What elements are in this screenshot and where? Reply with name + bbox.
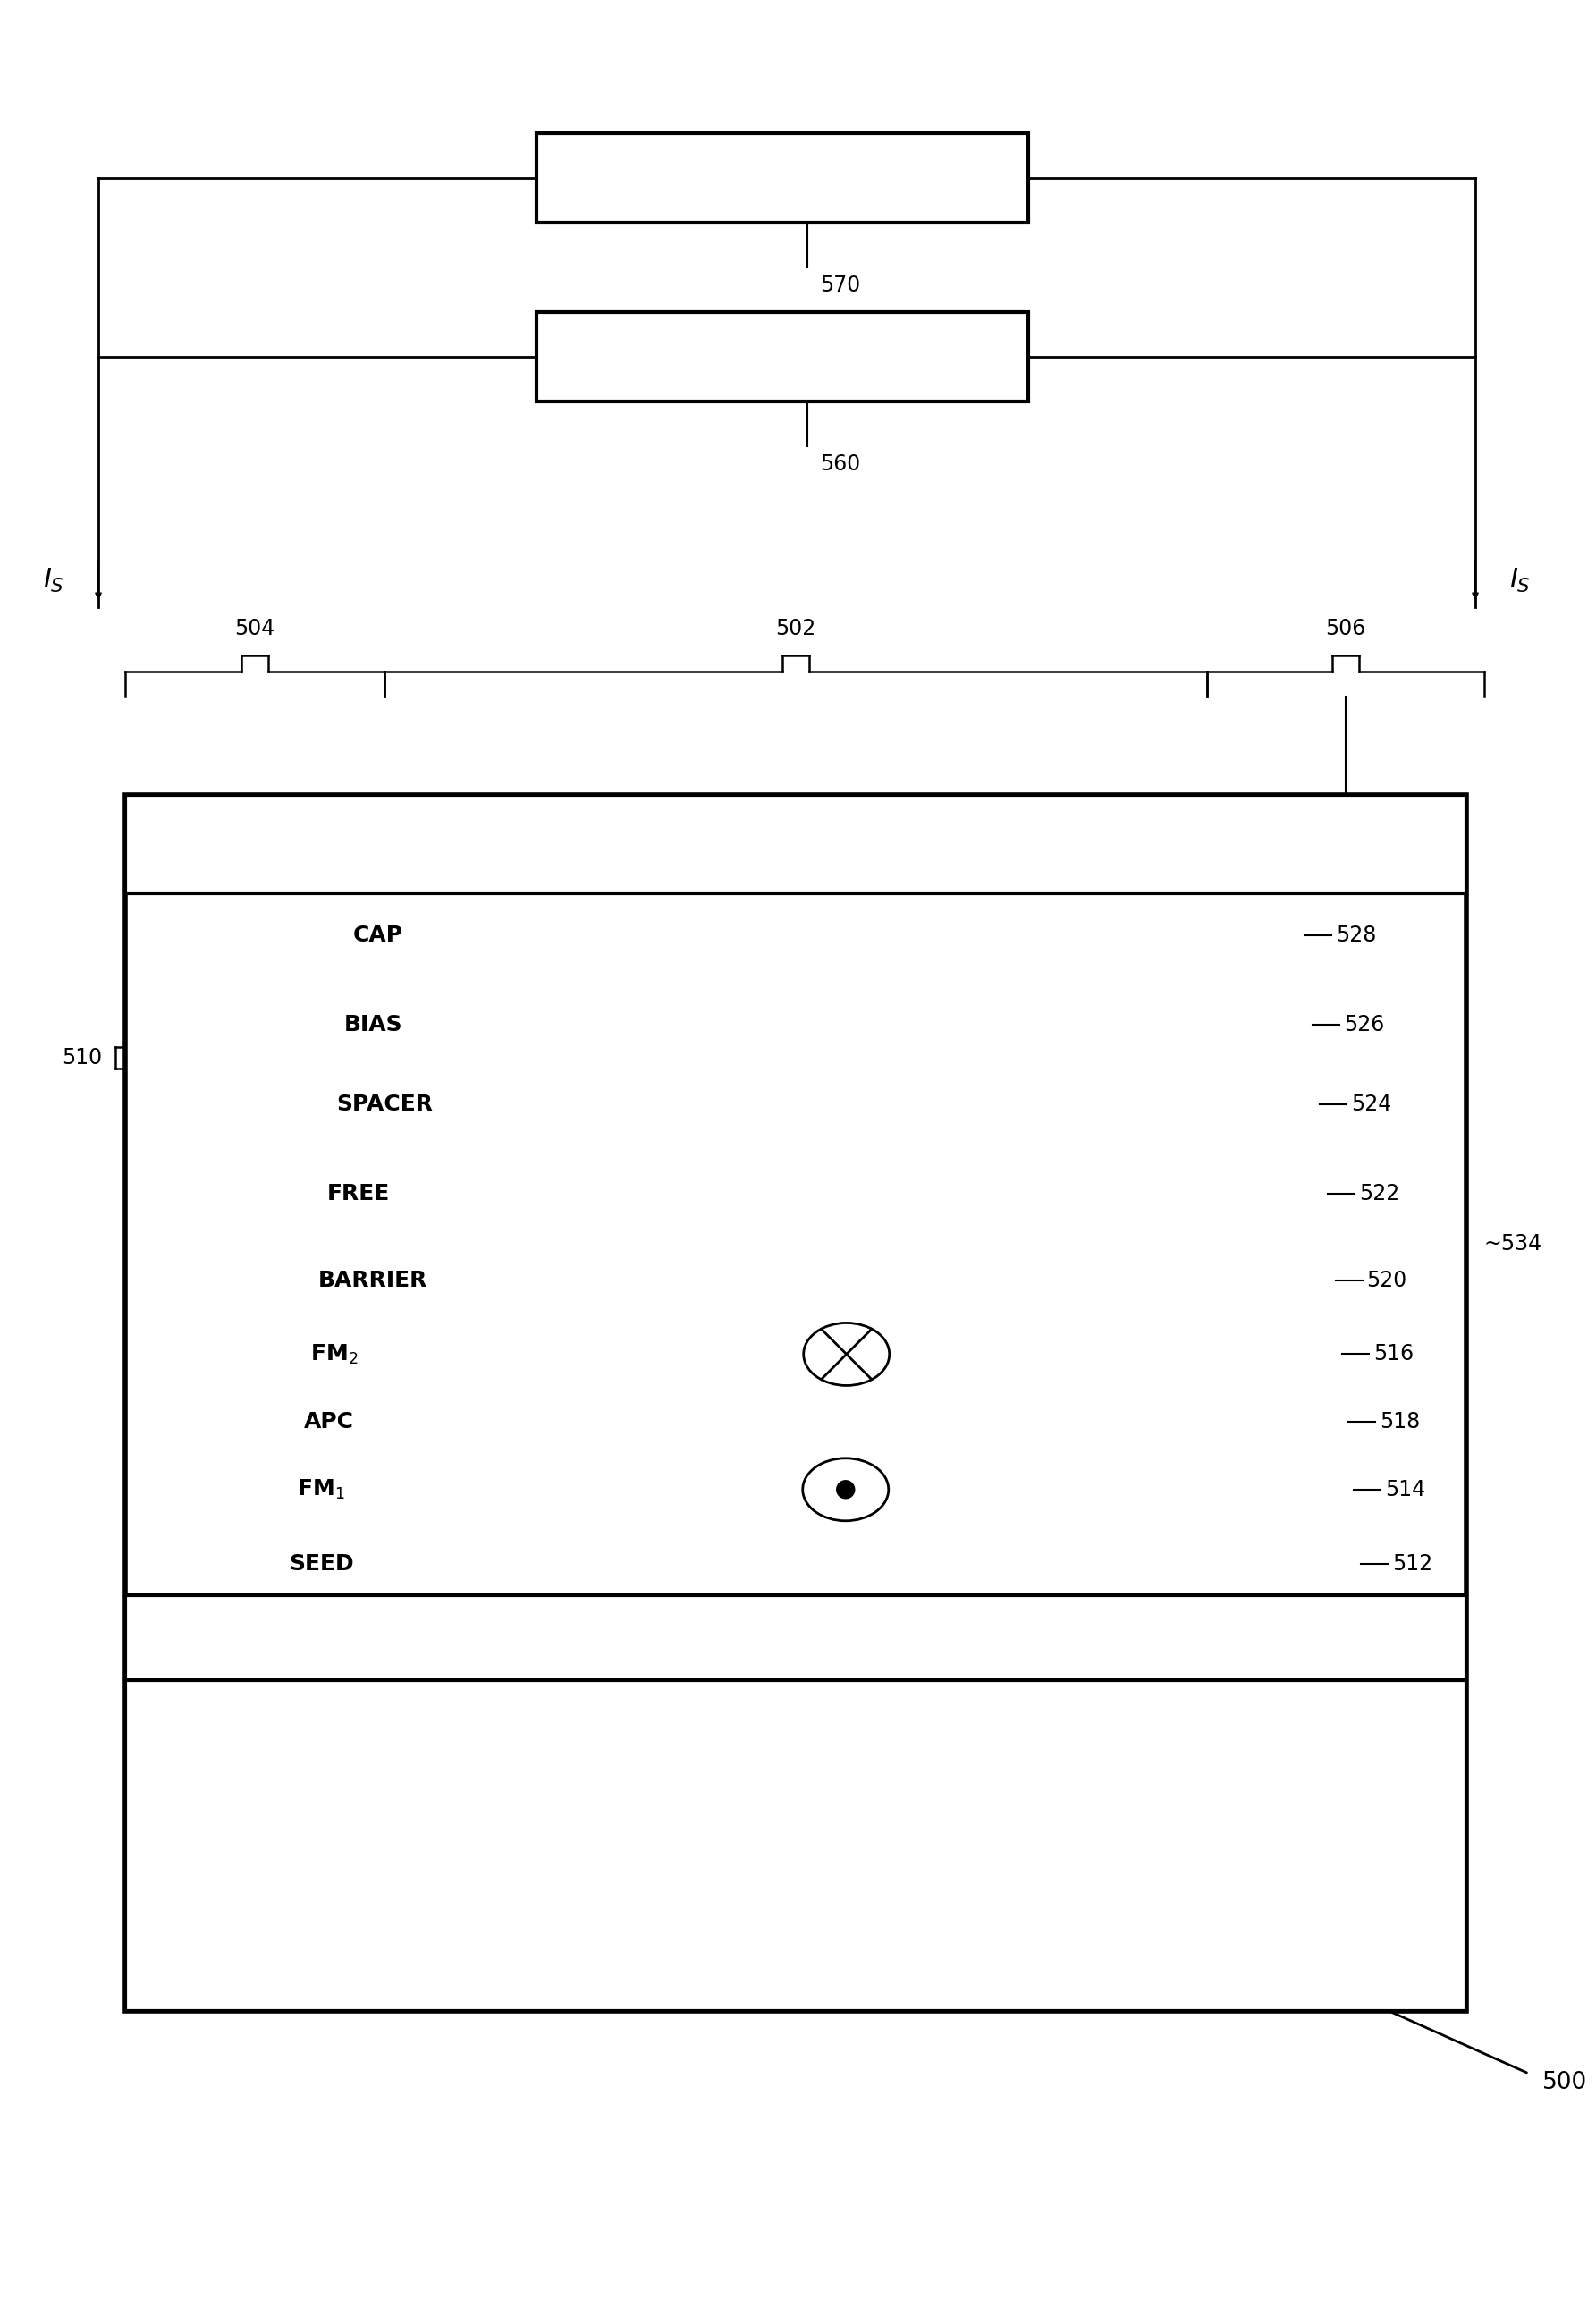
Text: BIAS: BIAS bbox=[345, 1013, 402, 1034]
Text: 520: 520 bbox=[1366, 1269, 1408, 1290]
Text: SPACER: SPACER bbox=[337, 1095, 433, 1116]
Text: 506: 506 bbox=[1325, 618, 1366, 639]
Text: 501: 501 bbox=[1090, 1769, 1136, 1792]
Text: $I_S$: $I_S$ bbox=[1510, 567, 1531, 595]
Polygon shape bbox=[287, 1071, 1318, 1139]
Text: 508: 508 bbox=[142, 1357, 182, 1378]
Polygon shape bbox=[262, 1313, 1341, 1397]
Circle shape bbox=[836, 1480, 854, 1499]
Text: 522: 522 bbox=[1360, 1183, 1400, 1204]
Text: S1: S1 bbox=[303, 1624, 337, 1650]
Text: FM$_1$: FM$_1$ bbox=[297, 1478, 345, 1501]
Polygon shape bbox=[257, 1397, 1345, 1448]
Polygon shape bbox=[276, 1139, 1328, 1248]
Text: CAP: CAP bbox=[353, 925, 404, 946]
FancyBboxPatch shape bbox=[124, 795, 1467, 892]
Polygon shape bbox=[270, 1248, 1334, 1313]
Text: FREE: FREE bbox=[327, 1183, 389, 1204]
Text: BARRIER: BARRIER bbox=[318, 1269, 428, 1290]
Text: S2: S2 bbox=[303, 832, 337, 858]
Text: 570: 570 bbox=[820, 274, 860, 295]
Text: SUBSTRATE: SUBSTRATE bbox=[528, 1766, 678, 1792]
FancyBboxPatch shape bbox=[124, 795, 1467, 2010]
Text: 504: 504 bbox=[235, 618, 275, 639]
Text: 510: 510 bbox=[62, 1048, 102, 1069]
Text: FM$_2$: FM$_2$ bbox=[311, 1343, 359, 1367]
Text: 526: 526 bbox=[1344, 1013, 1384, 1034]
Polygon shape bbox=[247, 1448, 1353, 1532]
Text: APC: APC bbox=[303, 1411, 354, 1432]
FancyBboxPatch shape bbox=[124, 1594, 1467, 1680]
Text: 514: 514 bbox=[1385, 1478, 1425, 1501]
Text: ~515: ~515 bbox=[902, 1480, 953, 1499]
FancyBboxPatch shape bbox=[124, 1680, 1467, 2010]
Text: 554: 554 bbox=[1090, 832, 1136, 855]
Text: $I_S$: $I_S$ bbox=[43, 567, 64, 595]
Text: 552: 552 bbox=[1090, 1627, 1136, 1650]
Text: CURRENT SOURCE: CURRENT SOURCE bbox=[662, 346, 903, 370]
Text: 502: 502 bbox=[776, 618, 816, 639]
Text: 560: 560 bbox=[820, 453, 860, 474]
Text: ~517: ~517 bbox=[903, 1346, 954, 1364]
Text: 512: 512 bbox=[1392, 1552, 1432, 1573]
Text: SIGNAL DETECTOR: SIGNAL DETECTOR bbox=[659, 167, 905, 191]
Polygon shape bbox=[241, 1532, 1360, 1594]
Text: SEED: SEED bbox=[289, 1552, 354, 1573]
Polygon shape bbox=[305, 892, 1304, 978]
Polygon shape bbox=[295, 978, 1312, 1071]
Text: 524: 524 bbox=[1352, 1095, 1392, 1116]
Text: 523~: 523~ bbox=[658, 1162, 709, 1181]
Text: 532: 532 bbox=[142, 925, 182, 946]
FancyBboxPatch shape bbox=[536, 311, 1028, 402]
Text: 516: 516 bbox=[1373, 1343, 1414, 1364]
Text: ~530: ~530 bbox=[879, 992, 930, 1011]
Text: 518: 518 bbox=[1379, 1411, 1420, 1432]
Text: 528: 528 bbox=[1336, 925, 1377, 946]
Text: 500: 500 bbox=[1542, 2071, 1588, 2094]
Text: ~534: ~534 bbox=[1484, 1234, 1542, 1255]
FancyBboxPatch shape bbox=[536, 132, 1028, 223]
